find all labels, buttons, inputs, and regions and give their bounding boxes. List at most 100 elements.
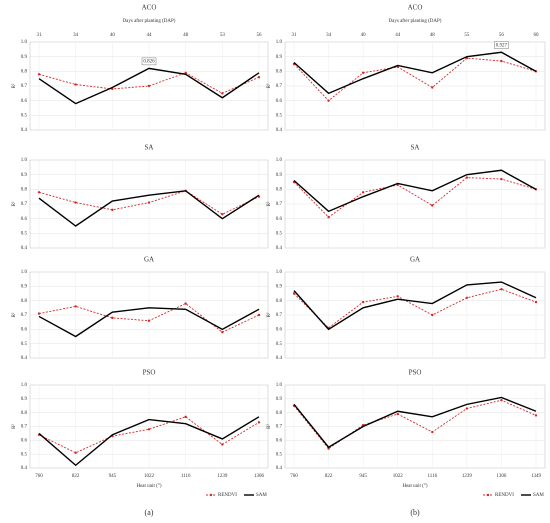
y-tick-label: 0.8 xyxy=(276,187,283,192)
point xyxy=(37,73,41,76)
legend-label: SAM xyxy=(256,493,267,498)
y-tick-label: 0.4 xyxy=(21,356,28,361)
y-tick-label: 0.9 xyxy=(276,284,283,289)
y-tick-label: 1.0 xyxy=(276,383,283,388)
y-tick-label: 1.0 xyxy=(21,270,28,275)
top-tick-label: 40 xyxy=(110,33,116,38)
point xyxy=(147,428,151,431)
point xyxy=(500,399,503,402)
series-line xyxy=(38,416,260,467)
point xyxy=(147,84,151,88)
series-line xyxy=(38,307,260,338)
top-tick-label: 44 xyxy=(147,33,153,38)
y-tick-label: 0.9 xyxy=(276,55,283,60)
x-tick-label: 1239 xyxy=(462,474,473,479)
series-line xyxy=(38,67,260,105)
y-tick-label: 1.0 xyxy=(21,158,28,163)
y-tick-label: 0.6 xyxy=(21,327,28,332)
y-tick-label: 0.7 xyxy=(21,202,28,207)
y-tick-label: 0.7 xyxy=(276,202,283,207)
y-tick-label: 0.7 xyxy=(21,84,28,89)
legend-label: RENDVI xyxy=(495,493,514,498)
chart-title: PSO xyxy=(409,369,422,377)
top-tick-label: 56 xyxy=(257,33,263,38)
chart-title: ACO xyxy=(408,4,423,12)
x-tick-label: 1022 xyxy=(144,474,155,479)
point xyxy=(534,300,538,304)
y-tick-label: 0.4 xyxy=(276,466,283,471)
top-tick-label: 48 xyxy=(430,33,436,38)
point xyxy=(221,213,224,216)
y-tick-label: 0.5 xyxy=(21,231,28,236)
top-tick-label: 31 xyxy=(292,33,298,38)
x-tick-label: 1306 xyxy=(254,474,265,479)
y-tick-label: 0.5 xyxy=(276,113,283,118)
series-line xyxy=(293,51,537,95)
x-tick-label: 760 xyxy=(290,474,298,479)
y-tick-label: 0.8 xyxy=(21,69,28,74)
x-tick-label: 1239 xyxy=(217,474,228,479)
y-tick-label: 0.5 xyxy=(276,342,283,347)
y-tick-label: 0.7 xyxy=(21,425,28,430)
x-tick-label: 1116 xyxy=(427,474,437,479)
x-tick-label: 1022 xyxy=(393,474,404,479)
point xyxy=(184,415,187,419)
point xyxy=(361,71,365,75)
y-tick-label: 0.9 xyxy=(276,397,283,402)
caption: (a) xyxy=(145,508,154,517)
point xyxy=(111,208,114,212)
y-tick-label: 0.6 xyxy=(21,217,28,222)
y-axis-label: R² xyxy=(11,201,17,206)
point xyxy=(465,407,469,410)
x-tick-label: 1306 xyxy=(496,474,507,479)
y-tick-label: 0.6 xyxy=(276,438,283,443)
y-tick-label: 1.0 xyxy=(21,40,28,45)
x-tick-label: 760 xyxy=(35,474,43,479)
point xyxy=(74,201,77,204)
point xyxy=(327,216,330,219)
y-tick-label: 0.8 xyxy=(21,411,28,416)
x-tick-label: 945 xyxy=(109,474,117,479)
y-tick-label: 0.8 xyxy=(276,411,283,416)
top-tick-label: 55 xyxy=(464,33,470,38)
y-tick-label: 0.5 xyxy=(21,452,28,457)
y-axis-label: R² xyxy=(266,201,272,206)
point xyxy=(147,201,151,204)
y-tick-label: 0.7 xyxy=(21,313,28,318)
series-line xyxy=(293,57,537,102)
top-tick-label: 44 xyxy=(395,33,401,38)
annotation-box xyxy=(494,41,509,49)
point xyxy=(500,288,503,291)
point xyxy=(221,92,224,95)
y-tick-label: 0.9 xyxy=(21,397,28,402)
y-tick-label: 1.0 xyxy=(276,40,283,45)
y-tick-label: 0.9 xyxy=(21,55,28,60)
y-tick-label: 0.5 xyxy=(21,113,28,118)
chart-title: SA xyxy=(411,144,420,152)
point xyxy=(292,292,296,295)
y-tick-label: 0.7 xyxy=(276,313,283,318)
x-tick-label: 1116 xyxy=(181,474,191,479)
y-tick-label: 0.7 xyxy=(276,84,283,89)
top-tick-label: 48 xyxy=(183,33,189,38)
top-tick-label: 34 xyxy=(326,33,332,38)
top-tick-label: 60 xyxy=(534,33,540,38)
legend-label: RENDVI xyxy=(218,493,237,498)
point xyxy=(257,76,261,79)
x-axis-label: Heat unit (°) xyxy=(402,484,427,489)
y-tick-label: 0.5 xyxy=(21,342,28,347)
top-axis-label: Days after planting (DAP) xyxy=(389,19,442,24)
point xyxy=(361,300,365,304)
point xyxy=(74,83,77,86)
point xyxy=(465,176,469,179)
y-tick-label: 0.9 xyxy=(21,284,28,289)
chart-title: PSO xyxy=(143,369,156,377)
point xyxy=(37,191,41,194)
series-line xyxy=(293,399,537,450)
y-axis-label: R² xyxy=(266,83,272,88)
legend-marker xyxy=(486,493,490,497)
series-line xyxy=(293,281,537,331)
annotation-box xyxy=(141,57,157,66)
point xyxy=(396,295,399,298)
x-tick-label: 822 xyxy=(72,474,80,479)
